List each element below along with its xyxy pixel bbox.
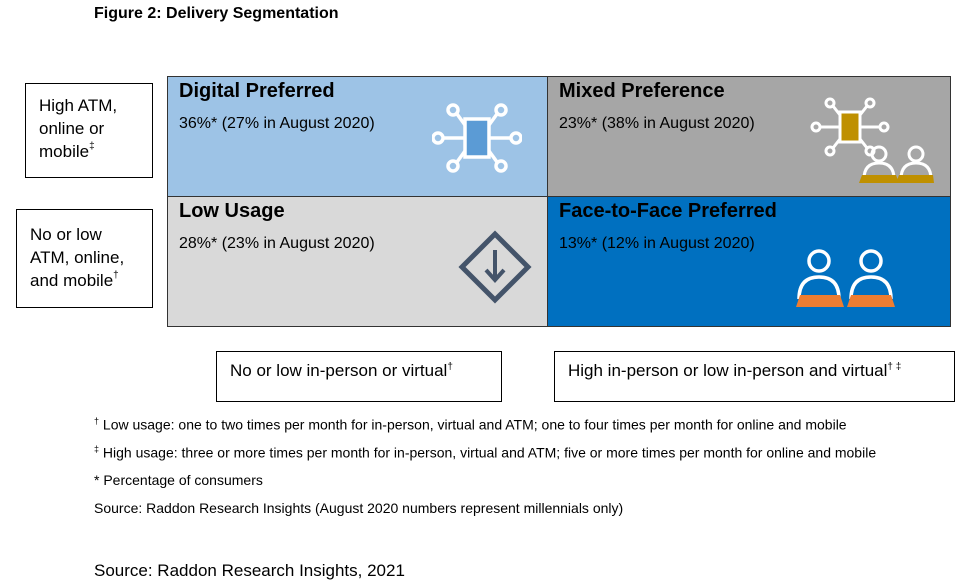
col-label-high: High in-person or low in-person and virt…: [554, 351, 955, 402]
footnote-mark: † ‡: [887, 361, 902, 373]
quadrant-value: 13%* (12% in August 2020): [559, 235, 755, 252]
note-low-usage: † Low usage: one to two times per month …: [94, 416, 847, 433]
row-label-high-line2: online or: [39, 119, 105, 138]
quadrant-value: 36%* (27% in August 2020): [179, 115, 375, 132]
row-label-low: No or low ATM, online, and mobile†: [16, 209, 153, 308]
row-label-low-line1: No or low: [30, 225, 102, 244]
quadrant-title: Low Usage: [179, 200, 285, 222]
chip-with-people-icon: [810, 97, 934, 183]
quadrant-digital-preferred: Digital Preferred 36%* (27% in August 20…: [168, 77, 548, 197]
diamond-down-arrow-icon: [458, 230, 532, 304]
col-label-high-text: High in-person or low in-person and virt…: [568, 361, 888, 380]
row-label-high-line1: High ATM,: [39, 96, 118, 115]
quadrant-mixed-preference: Mixed Preference 23%* (38% in August 202…: [548, 77, 950, 197]
quadrant-low-usage: Low Usage 28%* (23% in August 2020): [168, 197, 548, 326]
footnote-mark: ‡: [89, 141, 95, 152]
note-high-usage: ‡ High usage: three or more times per mo…: [94, 444, 877, 461]
note-source: Source: Raddon Research Insights (August…: [94, 500, 624, 516]
row-label-low-line3: and mobile†: [30, 270, 119, 290]
col-label-low: No or low in-person or virtual†: [216, 351, 502, 402]
source-line: Source: Raddon Research Insights, 2021: [94, 561, 405, 580]
quadrant-title: Mixed Preference: [559, 80, 725, 102]
figure-title: Figure 2: Delivery Segmentation: [94, 5, 339, 22]
quadrant-value: 28%* (23% in August 2020): [179, 235, 375, 252]
quadrant-value: 23%* (38% in August 2020): [559, 115, 755, 132]
note-percentage: * Percentage of consumers: [94, 472, 263, 488]
row-label-high-line3: mobile‡: [39, 141, 95, 161]
row-label-low-line2: ATM, online,: [30, 248, 125, 267]
footnote-mark: †: [113, 270, 119, 281]
two-people-icon: [796, 249, 895, 307]
quadrant-title: Digital Preferred: [179, 80, 335, 102]
col-label-low-text: No or low in-person or virtual: [230, 361, 448, 380]
row-label-high: High ATM, online or mobile‡: [25, 83, 153, 178]
quadrant-face-to-face-preferred: Face-to-Face Preferred 13%* (12% in Augu…: [548, 197, 950, 326]
segmentation-grid: Digital Preferred 36%* (27% in August 20…: [167, 76, 951, 327]
chip-network-icon: [432, 103, 522, 173]
quadrant-title: Face-to-Face Preferred: [559, 200, 777, 222]
footnote-mark: †: [447, 361, 453, 373]
